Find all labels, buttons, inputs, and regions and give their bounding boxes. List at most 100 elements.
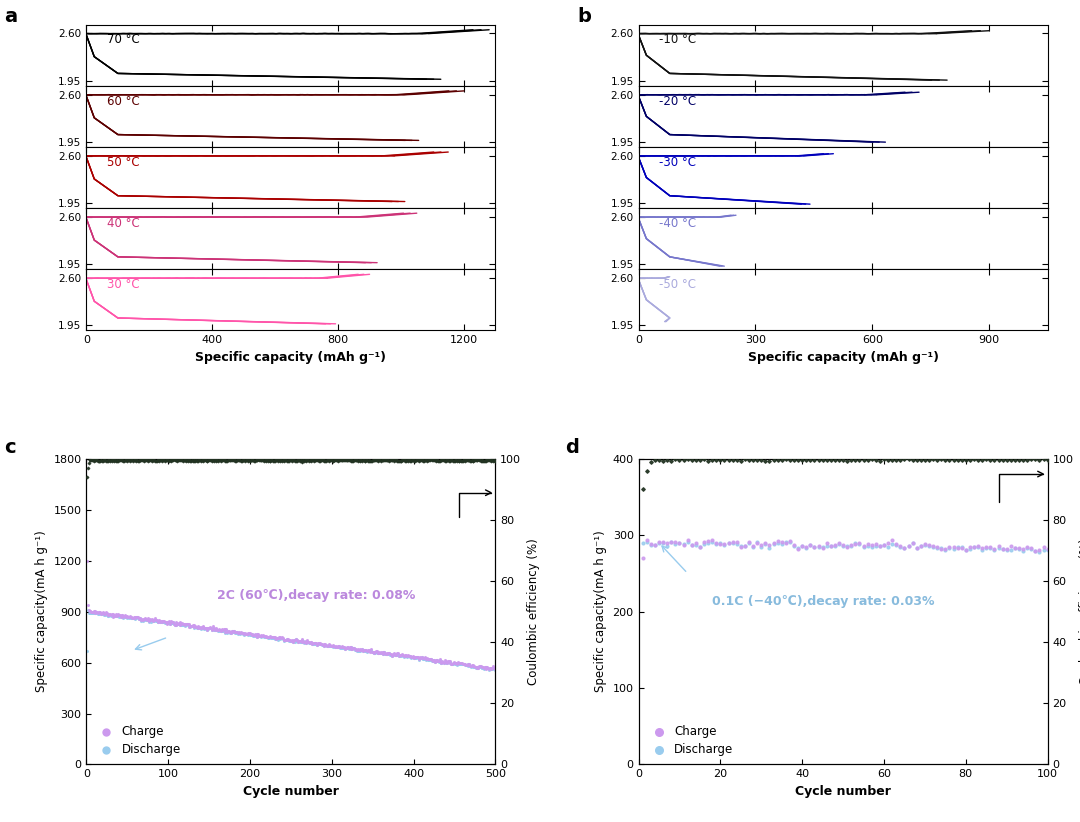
Point xyxy=(153,616,171,629)
Point xyxy=(299,635,316,649)
Point xyxy=(139,455,157,468)
Point xyxy=(707,537,725,550)
Point xyxy=(321,640,338,653)
Point xyxy=(219,626,237,639)
Point xyxy=(724,454,741,467)
Point xyxy=(663,535,680,548)
Point xyxy=(445,657,462,670)
Point xyxy=(411,650,429,663)
Point xyxy=(769,454,786,467)
Point xyxy=(333,640,350,653)
Point xyxy=(471,659,488,672)
Point xyxy=(1018,541,1036,554)
Point xyxy=(257,630,274,644)
Point xyxy=(197,621,214,635)
Point xyxy=(945,542,962,555)
Point xyxy=(430,654,447,667)
Point xyxy=(417,652,434,665)
Point xyxy=(216,454,233,467)
Point xyxy=(359,454,376,467)
Point xyxy=(831,454,848,467)
Point xyxy=(339,642,356,655)
Point xyxy=(363,645,380,658)
Point xyxy=(156,614,173,627)
Point xyxy=(310,455,327,468)
Legend: Charge, Discharge: Charge, Discharge xyxy=(645,723,735,759)
Point xyxy=(184,620,201,633)
Point xyxy=(100,607,118,621)
Point xyxy=(330,640,348,653)
Point xyxy=(355,644,373,657)
Point xyxy=(86,607,104,620)
Point xyxy=(908,541,926,554)
Point xyxy=(933,543,950,556)
Point xyxy=(382,649,400,662)
Point xyxy=(438,657,456,670)
Point xyxy=(241,455,258,468)
Point xyxy=(454,657,471,670)
Point xyxy=(451,658,469,671)
Point xyxy=(194,455,212,468)
Point xyxy=(271,632,288,645)
Point xyxy=(271,454,288,467)
Point xyxy=(215,623,232,636)
Point xyxy=(663,454,680,467)
Point xyxy=(753,453,770,466)
Point xyxy=(460,454,477,467)
Point xyxy=(484,661,501,674)
Point xyxy=(269,454,286,467)
Point xyxy=(237,627,254,640)
Point xyxy=(732,455,750,468)
Point xyxy=(379,647,396,660)
Point xyxy=(485,454,502,467)
Text: 30 °C: 30 °C xyxy=(107,278,139,291)
Point xyxy=(338,454,355,467)
Point xyxy=(300,455,318,468)
Point xyxy=(356,644,374,657)
Point xyxy=(103,608,120,621)
Point xyxy=(126,612,144,626)
Point xyxy=(449,454,467,467)
Point xyxy=(388,453,405,466)
Point xyxy=(96,607,113,620)
Point xyxy=(177,617,194,630)
Point xyxy=(407,650,424,663)
Point xyxy=(257,630,274,643)
Point xyxy=(356,644,374,658)
Point xyxy=(93,454,110,467)
Point xyxy=(286,634,303,647)
Point xyxy=(386,647,403,660)
Point xyxy=(203,454,220,467)
Point xyxy=(198,623,215,636)
Point xyxy=(82,454,99,467)
Point xyxy=(161,616,178,630)
Point xyxy=(654,535,672,548)
Point xyxy=(232,454,249,467)
Point xyxy=(456,658,473,671)
Point xyxy=(349,454,366,467)
Point xyxy=(140,613,158,626)
Point xyxy=(203,622,220,635)
Point xyxy=(293,455,310,469)
Point xyxy=(150,616,167,629)
Point xyxy=(245,630,262,643)
Point xyxy=(326,640,343,653)
Point xyxy=(202,454,219,467)
Point xyxy=(409,454,427,467)
Point xyxy=(481,663,498,677)
Point xyxy=(102,454,119,467)
Point xyxy=(475,662,492,675)
Point xyxy=(234,626,252,640)
Point xyxy=(339,641,356,654)
Point xyxy=(270,453,287,466)
Point xyxy=(433,657,450,670)
Point xyxy=(265,454,282,467)
Point xyxy=(684,454,701,467)
Point xyxy=(455,453,472,466)
Point xyxy=(434,656,451,669)
Point xyxy=(430,455,447,468)
Point xyxy=(481,662,498,675)
Point xyxy=(84,454,102,467)
Point xyxy=(888,454,905,467)
Point xyxy=(339,454,356,467)
